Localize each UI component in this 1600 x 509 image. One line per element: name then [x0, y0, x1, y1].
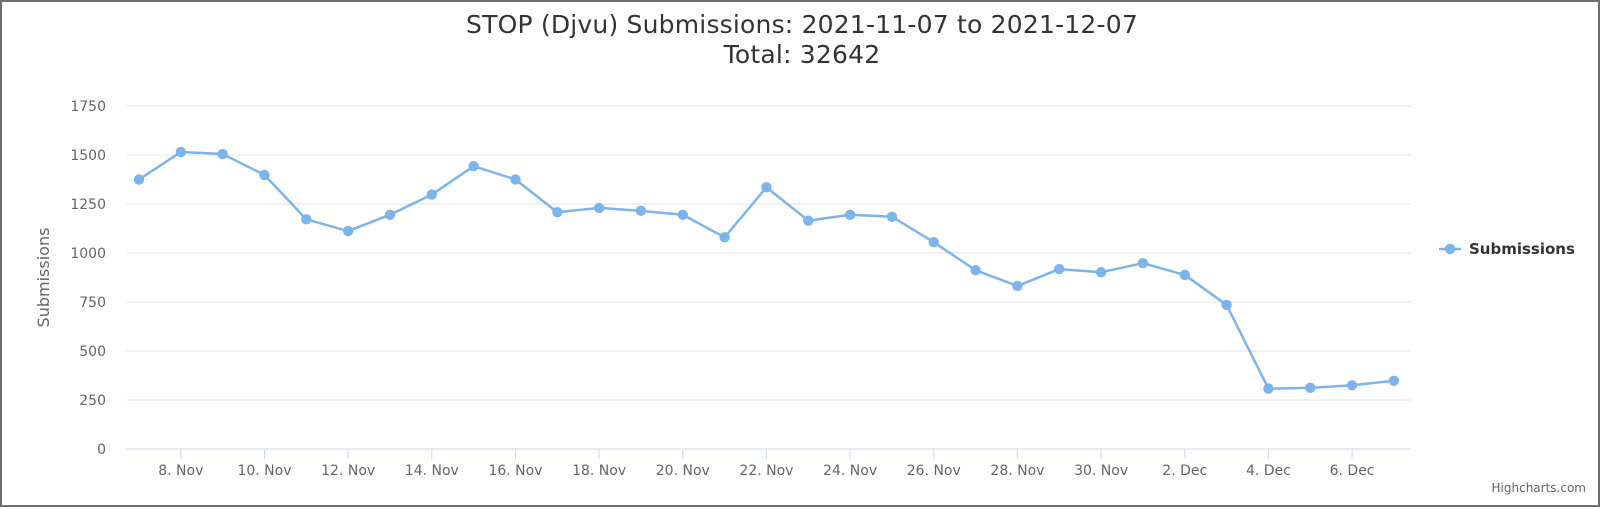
x-tick-label: 10. Nov: [237, 463, 291, 479]
x-tick-label: 6. Dec: [1330, 463, 1375, 479]
data-point[interactable]: [217, 148, 228, 160]
y-tick-label: 1500: [70, 148, 106, 164]
y-axis: 0 250 500 750 1000 1250 1500 1750 Submissions: [34, 99, 106, 458]
x-tick-label: 18. Nov: [572, 463, 626, 479]
data-point[interactable]: [133, 174, 145, 185]
chart-subtitle: Total: 32642: [723, 40, 881, 69]
legend-marker: [1444, 243, 1456, 255]
data-point[interactable]: [1305, 382, 1316, 394]
x-axis: 8. Nov 10. Nov 12. Nov 14. Nov 16. Nov 18. No…: [126, 448, 1411, 479]
data-point[interactable]: [1263, 383, 1274, 394]
credits-link[interactable]: Highcharts.com: [1491, 481, 1586, 495]
y-tick-label: 1000: [70, 246, 106, 262]
data-point[interactable]: [886, 211, 898, 222]
data-point[interactable]: [1221, 299, 1232, 311]
data-point[interactable]: [552, 207, 563, 218]
legend[interactable]: Submissions: [1439, 240, 1575, 258]
data-point[interactable]: [1346, 380, 1358, 391]
x-tick-label: 14. Nov: [405, 463, 459, 479]
x-tick-label: 12. Nov: [321, 463, 375, 479]
series-submissions[interactable]: [133, 146, 1400, 394]
data-point[interactable]: [1179, 269, 1190, 281]
data-point[interactable]: [803, 215, 814, 226]
legend-item-label[interactable]: Submissions: [1469, 240, 1575, 258]
y-tick-label: 500: [79, 344, 106, 360]
y-axis-title: Submissions: [34, 228, 53, 328]
data-point[interactable]: [1054, 263, 1065, 275]
data-point[interactable]: [259, 169, 270, 181]
data-point[interactable]: [719, 232, 730, 243]
x-tick-label: 8. Nov: [158, 463, 203, 479]
data-point[interactable]: [928, 237, 939, 248]
y-tick-label: 250: [79, 393, 106, 409]
data-point[interactable]: [1095, 267, 1107, 278]
data-point[interactable]: [301, 214, 312, 225]
y-tick-label: 750: [79, 295, 106, 311]
data-point[interactable]: [970, 265, 981, 276]
data-point[interactable]: [677, 209, 688, 220]
x-tick-label: 26. Nov: [907, 463, 961, 479]
x-tick-label: 2. Dec: [1162, 463, 1207, 479]
data-point[interactable]: [844, 209, 856, 220]
x-tick-label: 22. Nov: [739, 463, 793, 479]
x-tick-label: 20. Nov: [656, 463, 710, 479]
x-tick-label: 4. Dec: [1246, 463, 1291, 479]
data-point[interactable]: [384, 209, 396, 220]
data-point[interactable]: [1012, 280, 1023, 292]
data-point[interactable]: [1137, 257, 1149, 269]
y-tick-label: 1250: [70, 197, 106, 213]
data-point[interactable]: [426, 189, 438, 200]
data-point[interactable]: [593, 202, 605, 214]
data-point[interactable]: [1388, 375, 1400, 386]
grid-lines: [126, 105, 1411, 401]
y-tick-label: 0: [97, 442, 106, 458]
y-tick-label: 1750: [70, 99, 106, 115]
data-point[interactable]: [761, 182, 772, 193]
data-point[interactable]: [468, 160, 479, 172]
data-point[interactable]: [342, 225, 354, 237]
data-point[interactable]: [175, 146, 187, 158]
chart-title-block: STOP (Djvu) Submissions: 2021-11-07 to 2…: [2, 10, 1600, 70]
chart-title: STOP (Djvu) Submissions: 2021-11-07 to 2…: [466, 10, 1138, 39]
data-point[interactable]: [510, 174, 521, 185]
x-tick-label: 28. Nov: [990, 463, 1044, 479]
x-tick-label: 30. Nov: [1074, 463, 1128, 479]
data-point[interactable]: [635, 205, 647, 217]
x-tick-label: 16. Nov: [488, 463, 542, 479]
x-tick-label: 24. Nov: [823, 463, 877, 479]
